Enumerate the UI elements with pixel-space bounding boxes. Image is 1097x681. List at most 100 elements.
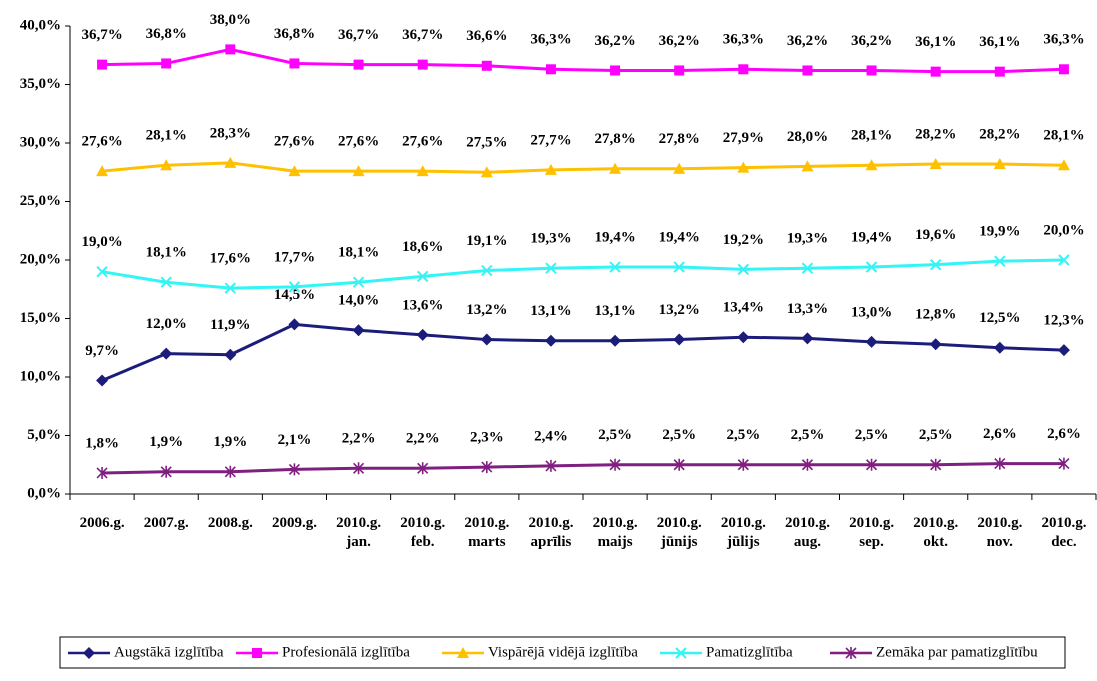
x-tick-label: 2010.g. marts	[464, 515, 510, 550]
data-point	[225, 44, 236, 55]
data-point	[673, 162, 686, 174]
data-label: 28,2%	[979, 126, 1020, 142]
data-point	[610, 65, 621, 76]
x-tick-label: 2007.g.	[143, 515, 189, 531]
data-point	[865, 261, 878, 273]
data-label: 27,6%	[274, 134, 315, 150]
data-point	[352, 276, 365, 288]
data-point	[673, 458, 685, 471]
data-label: 36,2%	[787, 33, 828, 49]
data-label: 28,0%	[787, 129, 828, 145]
data-point	[545, 459, 557, 472]
data-label: 28,1%	[146, 128, 187, 144]
data-label: 36,8%	[146, 26, 187, 42]
data-label: 2,6%	[1047, 426, 1081, 442]
data-point	[416, 328, 429, 341]
legend-label: Zemāka par pamatizglītību	[876, 644, 1038, 660]
data-point	[288, 165, 301, 177]
data-label: 36,8%	[274, 26, 315, 42]
data-point	[480, 166, 493, 178]
data-point	[416, 270, 429, 283]
data-point	[609, 334, 622, 347]
data-label: 1,8%	[85, 435, 119, 451]
data-label: 2,5%	[919, 427, 953, 443]
data-point	[1057, 344, 1070, 357]
x-tick-label: 2010.g. aug.	[784, 515, 830, 550]
data-label: 36,3%	[1043, 32, 1084, 48]
data-point	[994, 255, 1006, 267]
data-point	[480, 333, 493, 346]
data-label: 12,0%	[146, 316, 187, 332]
data-point	[96, 265, 108, 278]
legend-label: Vispārējā vidējā izglītība	[488, 644, 638, 660]
data-point	[994, 457, 1006, 470]
x-tick-label: 2010.g. feb.	[400, 515, 446, 550]
x-tick-label: 2010.g. maijs	[592, 515, 638, 550]
data-label: 12,8%	[915, 307, 956, 323]
data-label: 28,3%	[210, 125, 251, 141]
data-point	[544, 163, 557, 175]
data-point	[801, 458, 814, 471]
data-point	[865, 159, 878, 171]
data-label: 17,7%	[274, 249, 315, 265]
data-label: 19,4%	[659, 229, 700, 245]
data-label: 27,5%	[466, 135, 507, 151]
data-point	[929, 158, 942, 170]
data-label: 19,9%	[979, 224, 1020, 240]
data-point	[929, 258, 942, 271]
data-point	[545, 262, 557, 274]
data-label: 13,0%	[851, 304, 892, 320]
data-point	[930, 66, 941, 77]
data-point	[224, 465, 236, 478]
x-tick-label: 2010.g. aprīlis	[528, 515, 574, 550]
data-point	[481, 461, 493, 474]
data-label: 2,6%	[983, 426, 1017, 442]
data-point	[930, 458, 942, 471]
data-point	[994, 66, 1005, 77]
data-point	[737, 161, 750, 173]
y-tick-label: 20,0%	[20, 251, 61, 267]
data-point	[1058, 254, 1070, 266]
x-tick-label: 2010.g. jan.	[336, 515, 382, 550]
data-label: 2,5%	[726, 427, 760, 443]
data-point	[96, 466, 108, 479]
data-point	[801, 262, 814, 274]
x-tick-label: 2010.g. okt.	[913, 515, 959, 550]
data-label: 2,1%	[278, 432, 312, 448]
data-point	[673, 261, 685, 273]
data-point	[160, 465, 172, 478]
data-point	[96, 165, 109, 177]
data-label: 2,5%	[598, 427, 632, 443]
data-label: 27,7%	[530, 132, 571, 148]
data-label: 27,8%	[594, 131, 635, 147]
y-tick-label: 35,0%	[20, 76, 61, 92]
data-label: 36,3%	[530, 32, 571, 48]
data-label: 36,2%	[659, 33, 700, 49]
data-point	[352, 462, 365, 475]
y-tick-label: 10,0%	[20, 368, 61, 384]
data-point	[288, 318, 301, 331]
data-point	[288, 463, 301, 476]
data-point	[1058, 457, 1070, 470]
data-point	[160, 347, 173, 360]
data-label: 17,6%	[210, 251, 251, 267]
data-label: 36,3%	[723, 32, 764, 48]
y-tick-label: 0,0%	[27, 485, 61, 501]
series-line	[102, 47, 1064, 74]
data-point	[224, 348, 237, 361]
data-point	[417, 59, 428, 70]
y-tick-label: 15,0%	[20, 310, 61, 326]
data-point	[545, 64, 556, 75]
data-label: 2,5%	[662, 427, 696, 443]
series-line	[102, 462, 1064, 475]
data-label: 13,2%	[466, 302, 507, 318]
data-point	[993, 158, 1006, 170]
data-label: 36,7%	[338, 27, 379, 43]
data-label: 9,7%	[85, 343, 119, 359]
data-point	[416, 165, 429, 177]
x-tick-label: 2010.g. sep.	[849, 515, 895, 550]
data-label: 2,4%	[534, 428, 568, 444]
data-point	[865, 335, 878, 348]
x-tick-label: 2010.g. nov.	[977, 515, 1023, 550]
